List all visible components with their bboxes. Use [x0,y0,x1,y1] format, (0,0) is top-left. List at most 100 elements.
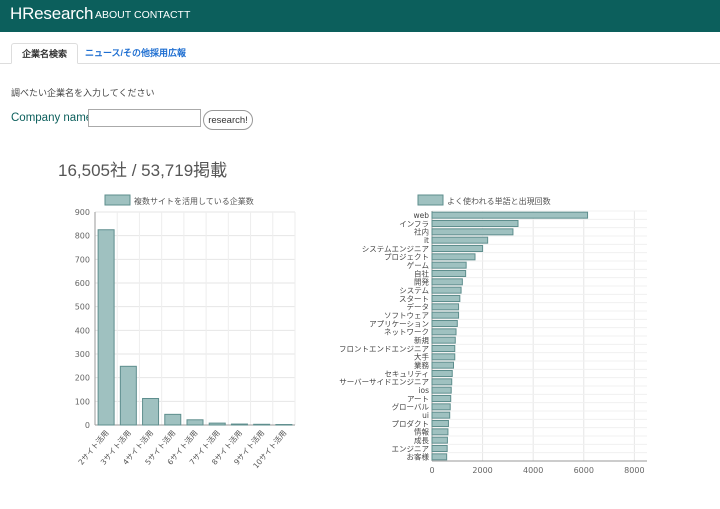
bar [431,228,514,236]
y-tick-label: セキュリティ [384,369,429,378]
y-tick-label: プロダクト [392,418,430,428]
y-tick-label: お客様 [407,452,430,462]
y-tick-label: 新規 [414,335,429,345]
bar [431,261,467,269]
y-tick-label: アプリケーション [369,319,429,328]
brand-logo[interactable]: HResearch [10,4,94,23]
y-tick-label: システムエンジニア [362,244,429,253]
bar [186,419,204,426]
tabs-divider [0,63,720,64]
y-tick-label: 400 [75,326,90,335]
y-tick-label: ソフトウェア [384,311,429,320]
bar [431,403,451,411]
stats-summary: 16,505社 / 53,719掲載 [58,161,228,180]
bar [431,336,456,344]
y-tick-label: 大手 [414,352,429,362]
bar [431,411,451,419]
bar [431,320,458,327]
search-instruction: 調べたい企業名を入力してください [11,88,155,98]
x-tick-label: 2000 [472,466,492,475]
bar [431,278,463,286]
bar [431,253,476,261]
company-name-input[interactable] [88,109,201,127]
y-tick-label: ネットワーク [384,328,429,337]
y-tick-label: 成長 [414,435,429,445]
bar [431,361,454,369]
bar [431,420,449,427]
y-tick-label: アート [407,394,429,403]
x-tick-label: 4000 [523,466,543,475]
y-tick-label: フロントエンドエンジニア [339,344,429,353]
y-tick-label: 開発 [414,278,429,287]
bar [431,353,456,361]
x-tick-label: 0 [429,466,434,475]
x-tick-label: 6000 [574,466,594,475]
bar [431,245,484,252]
bar [431,311,460,319]
bar [253,423,271,426]
y-tick-label: 自社 [414,268,429,278]
y-tick-label: 0 [85,421,90,430]
bar [431,395,452,402]
y-tick-label: 業務 [414,360,429,370]
bar [431,295,461,302]
bar [164,413,182,426]
bar [431,270,467,277]
bar [431,370,453,377]
bar [431,445,448,452]
research-button[interactable]: research! [203,110,253,130]
bar [431,436,448,444]
y-tick-label: 100 [75,397,90,406]
y-tick-label: グローバル [392,402,430,412]
y-tick-label: 社内 [414,227,429,237]
y-tick-label: 800 [75,232,90,241]
legend-label: 複数サイトを活用している企業数 [134,196,254,206]
bar [208,422,226,426]
bar [431,286,462,294]
navbar: HResearch ABOUT CONTACTT [0,0,720,32]
bar [431,211,589,219]
bar [431,303,460,311]
y-tick-label: 500 [75,303,90,312]
y-tick-label: 200 [75,374,90,383]
y-tick-label: データ [407,302,430,312]
y-tick-label: ios [418,386,429,395]
y-tick-label: エンジニア [392,444,430,453]
company-name-label: Company name [11,112,93,124]
y-tick-label: インフラ [399,219,429,228]
x-tick-label: 8000 [624,466,644,475]
bar [431,328,457,336]
y-tick-label: 900 [75,208,90,217]
bar [431,428,449,436]
bar [275,424,293,426]
bar [431,453,448,461]
y-tick-label: it [424,236,429,245]
site-usage-chart: 複数サイトを活用している企業数 0 100 200 300 400 500 600 700 800… [75,194,296,470]
nav-about-link[interactable]: ABOUT [95,9,132,21]
legend-label: よく使われる単語と出現回数 [447,196,551,206]
y-tick-label: スタート [399,294,429,303]
bar [431,386,452,394]
y-tick-label: 300 [75,350,90,359]
y-tick-label: 700 [75,255,90,264]
y-tick-label: web [413,211,429,220]
y-tick-label: ゲーム [407,261,429,270]
bar [119,365,137,426]
bar [431,236,489,244]
bar [431,345,456,352]
y-tick-label: サーバーサイドエンジニア [339,378,429,387]
y-tick-label: 600 [75,279,90,288]
tab-news[interactable]: ニュース/その他採用広報 [85,48,187,58]
y-tick-label: システム [399,286,429,295]
bar [230,423,248,426]
y-tick-label: 情報 [414,427,429,437]
bar [431,378,453,386]
y-tick-label: プロジェクト [384,253,429,262]
bar [97,229,115,426]
legend-swatch [104,194,131,206]
y-tick-label: ui [422,411,429,420]
bar [431,220,519,227]
tab-company-search[interactable]: 企業名検索 [11,43,79,64]
nav-contact-link[interactable]: CONTACTT [134,9,191,21]
